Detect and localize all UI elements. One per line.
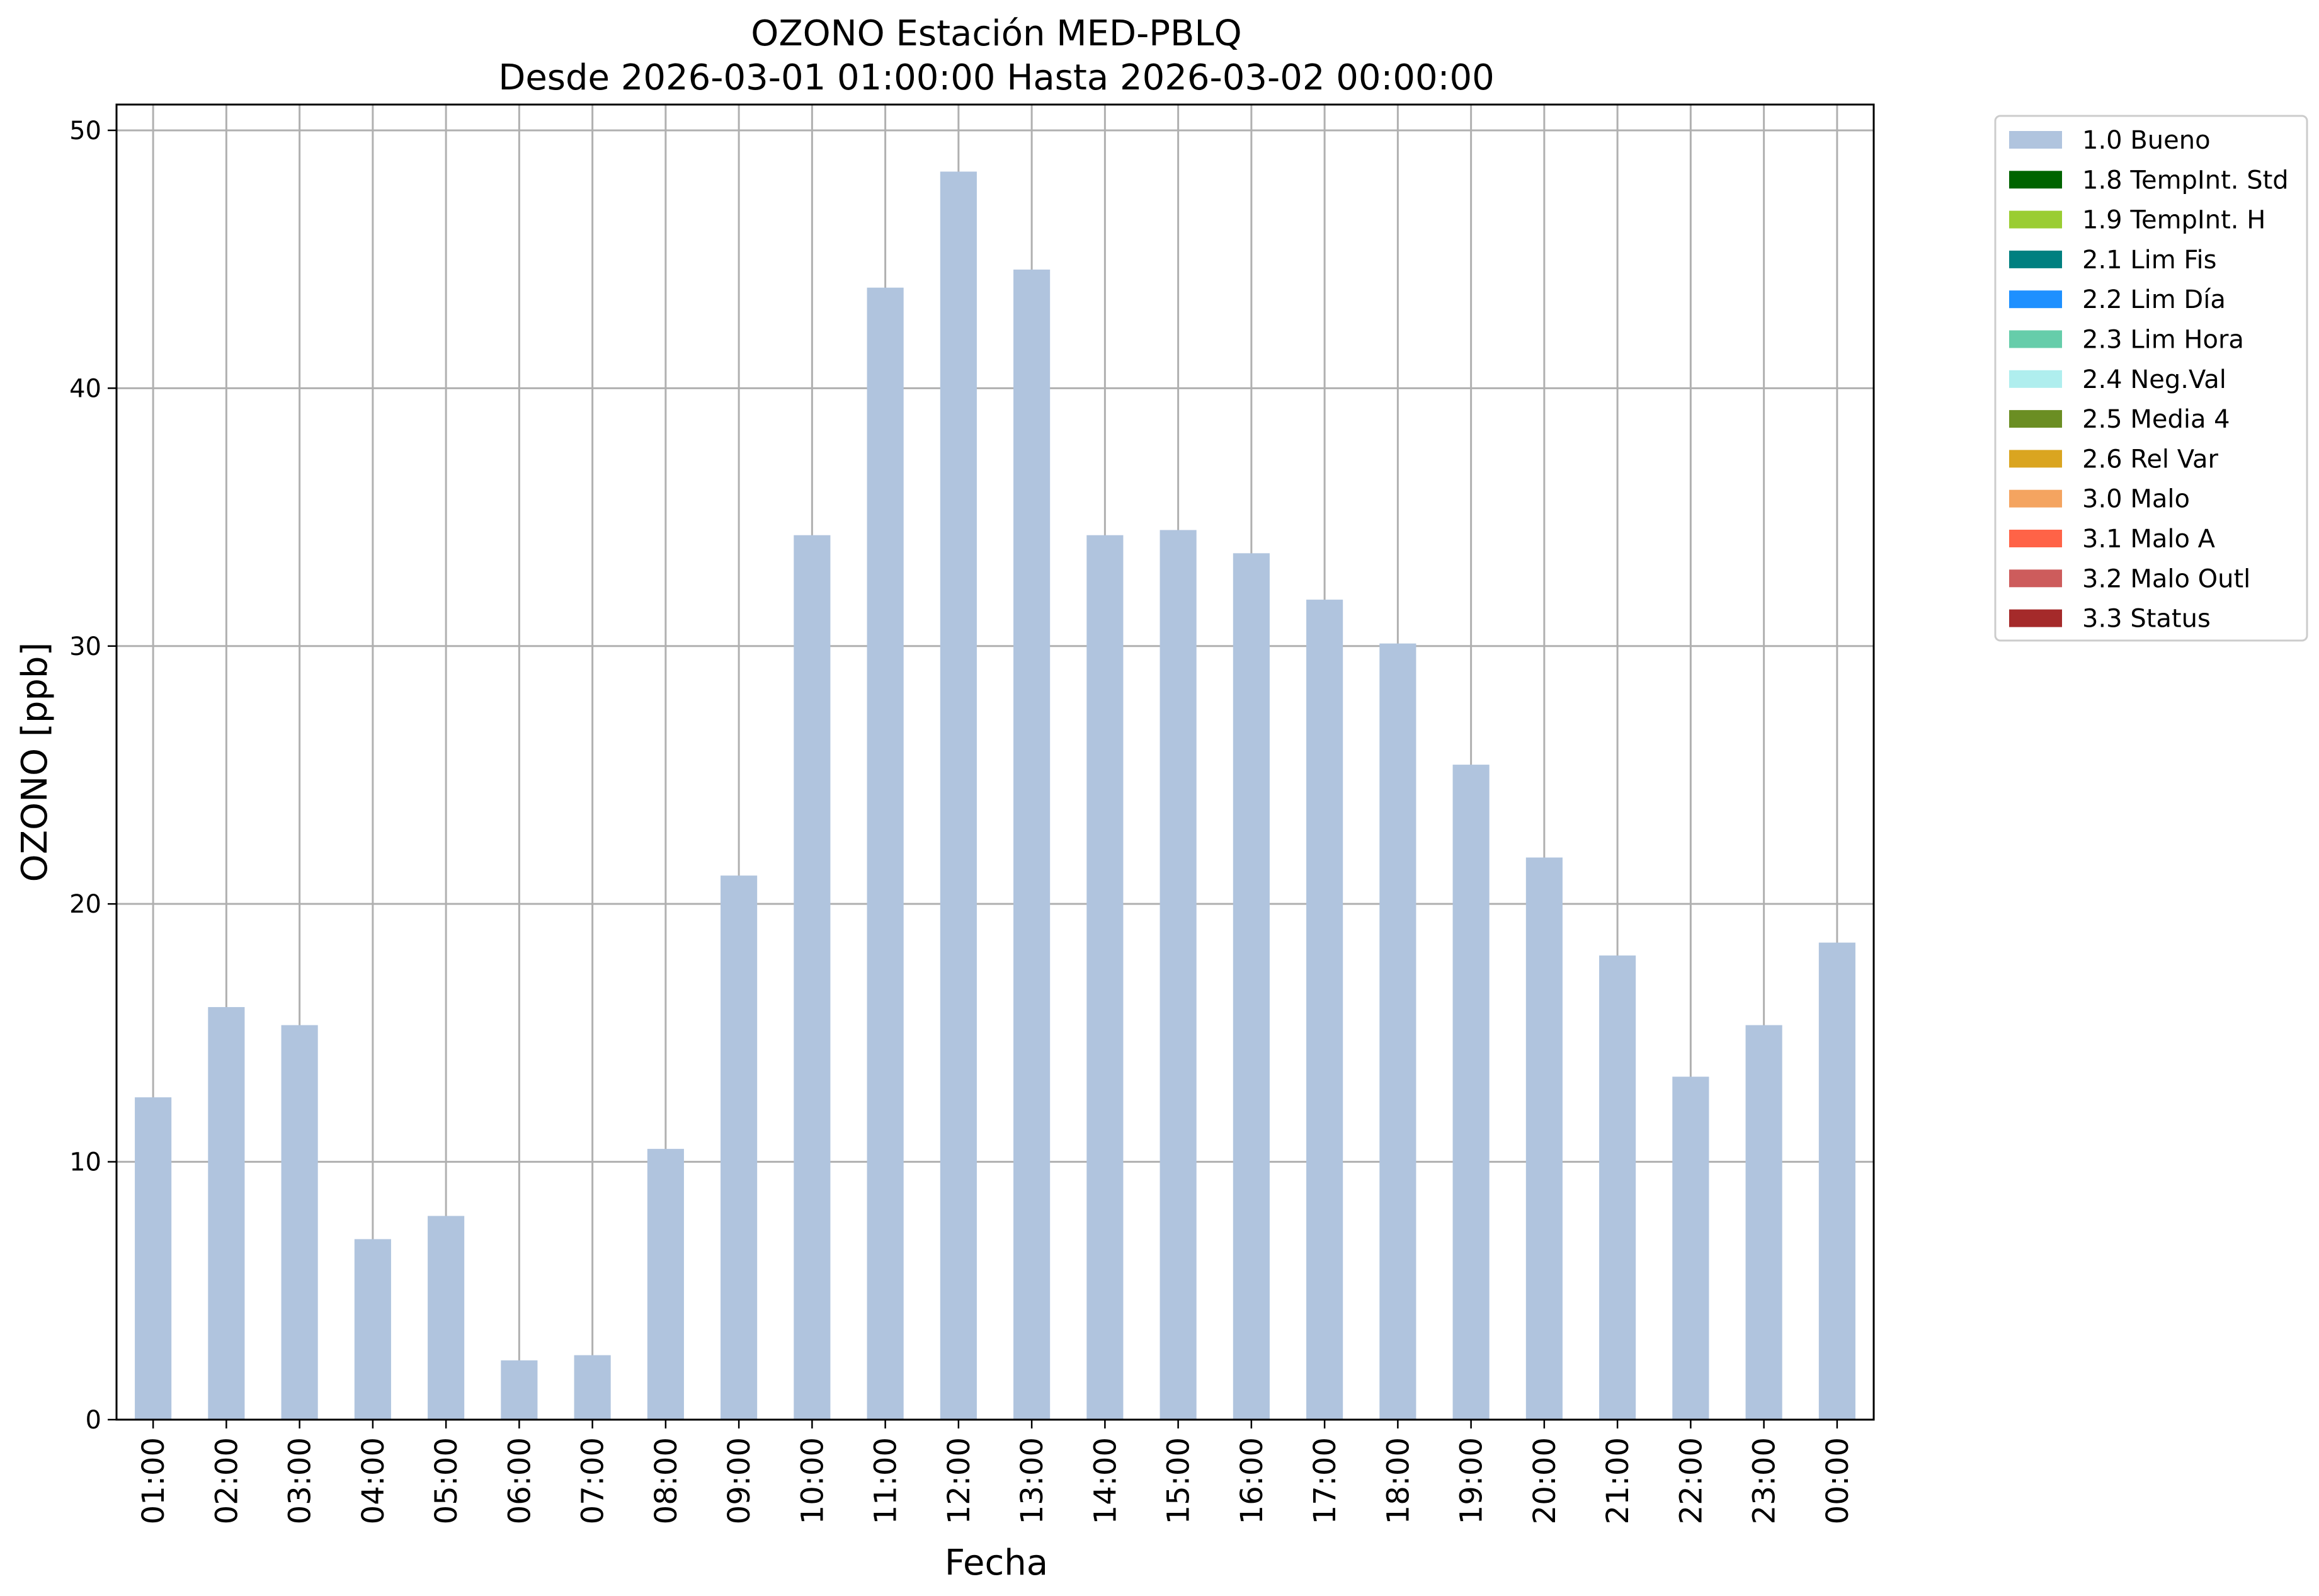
legend-label: 1.9 TempInt. H (2082, 206, 2265, 235)
x-tick-label: 01:00 (136, 1437, 171, 1524)
x-tick-label: 14:00 (1088, 1437, 1123, 1524)
bar (574, 1355, 611, 1420)
x-tick-label: 18:00 (1381, 1437, 1416, 1524)
bar (354, 1239, 391, 1420)
legend-label: 2.1 Lim Fis (2082, 246, 2216, 275)
y-tick-label: 10 (69, 1148, 101, 1177)
legend-label: 2.2 Lim Día (2082, 285, 2226, 314)
x-tick-label: 03:00 (283, 1437, 318, 1524)
legend-label: 3.2 Malo Outl (2082, 564, 2250, 593)
legend-swatch (2009, 569, 2062, 588)
x-axis-label: Fecha (945, 1542, 1048, 1583)
x-tick-label: 11:00 (869, 1437, 904, 1524)
bar (1599, 955, 1636, 1420)
x-tick-label: 02:00 (209, 1437, 244, 1524)
x-tick-label: 06:00 (502, 1437, 537, 1524)
chart-title: OZONO Estación MED-PBLQ (751, 13, 1242, 54)
x-tick-label: 17:00 (1308, 1437, 1343, 1524)
x-tick-label: 07:00 (576, 1437, 611, 1524)
legend-swatch (2009, 171, 2062, 189)
bar (867, 287, 904, 1420)
bar (1672, 1076, 1709, 1420)
bar (1379, 643, 1416, 1420)
plot-frame (115, 103, 1875, 1421)
bars-layer (135, 171, 1855, 1420)
x-tick-label: 13:00 (1015, 1437, 1050, 1524)
legend-items: 1.0 Bueno 1.8 TempInt. Std 1.9 TempInt. H 2… (2009, 126, 2289, 634)
x-tick-label: 08:00 (649, 1437, 684, 1524)
legend-swatch (2009, 609, 2062, 627)
x-tick-label: 15:00 (1161, 1437, 1197, 1524)
y-tick-label: 0 (86, 1406, 101, 1435)
bar (135, 1097, 172, 1420)
legend-swatch (2009, 131, 2062, 149)
x-tick-label: 00:00 (1820, 1437, 1855, 1524)
legend-label: 1.8 TempInt. Std (2082, 166, 2289, 195)
bar (1525, 857, 1563, 1420)
bar (1745, 1025, 1782, 1420)
y-tick-label: 40 (69, 374, 101, 403)
legend-swatch (2009, 330, 2062, 348)
legend: 1.0 Bueno 1.8 TempInt. Std 1.9 TempInt. H 2… (1994, 115, 2308, 642)
ticks-layer: 0 10 20 30 40 50 01:00 02:00 03:00 04:00 05:00 06:0… (69, 117, 1855, 1524)
legend-label: 2.4 Neg.Val (2082, 365, 2226, 394)
legend-swatch (2009, 370, 2062, 388)
legend-swatch (2009, 530, 2062, 547)
legend-box (1994, 115, 2308, 642)
bar (1160, 530, 1197, 1420)
legend-swatch (2009, 489, 2062, 508)
x-tick-label: 04:00 (356, 1437, 391, 1524)
y-tick-label: 50 (69, 117, 101, 145)
bar (1452, 765, 1490, 1420)
bar (1818, 942, 1855, 1420)
bar (1086, 535, 1124, 1420)
x-tick-label: 12:00 (942, 1437, 977, 1524)
legend-label: 2.6 Rel Var (2082, 445, 2219, 474)
x-tick-label: 05:00 (429, 1437, 464, 1524)
bar (208, 1006, 245, 1420)
legend-label: 2.5 Media 4 (2082, 405, 2230, 434)
legend-swatch (2009, 410, 2062, 428)
x-tick-label: 19:00 (1454, 1437, 1490, 1524)
bar (1013, 270, 1051, 1420)
y-axis-label: OZONO [ppb] (14, 642, 55, 882)
bar (428, 1216, 465, 1420)
x-tick-label: 22:00 (1673, 1437, 1709, 1524)
legend-swatch (2009, 290, 2062, 309)
legend-label: 1.0 Bueno (2082, 126, 2211, 155)
legend-label: 3.3 Status (2082, 605, 2211, 634)
x-tick-label: 23:00 (1747, 1437, 1782, 1524)
bar (794, 535, 831, 1420)
y-tick-label: 30 (69, 632, 101, 661)
bar (647, 1149, 684, 1420)
x-tick-label: 20:00 (1527, 1437, 1563, 1524)
bar (1233, 553, 1270, 1420)
legend-swatch (2009, 450, 2062, 468)
y-tick-label: 20 (69, 890, 101, 919)
legend-swatch (2009, 250, 2062, 268)
x-tick-label: 21:00 (1600, 1437, 1636, 1524)
x-tick-label: 09:00 (722, 1437, 757, 1524)
chart-subtitle: Desde 2026-03-01 01:00:00 Hasta 2026-03-… (498, 57, 1495, 98)
bar (721, 875, 758, 1420)
legend-label: 2.3 Lim Hora (2082, 326, 2244, 355)
legend-label: 3.1 Malo A (2082, 525, 2216, 554)
x-tick-label: 16:00 (1234, 1437, 1270, 1524)
bar (1306, 600, 1343, 1420)
x-tick-label: 10:00 (795, 1437, 830, 1524)
legend-swatch (2009, 210, 2062, 229)
bar (940, 171, 977, 1420)
bar (501, 1360, 538, 1420)
bar (281, 1025, 318, 1420)
legend-label: 3.0 Malo (2082, 485, 2190, 514)
